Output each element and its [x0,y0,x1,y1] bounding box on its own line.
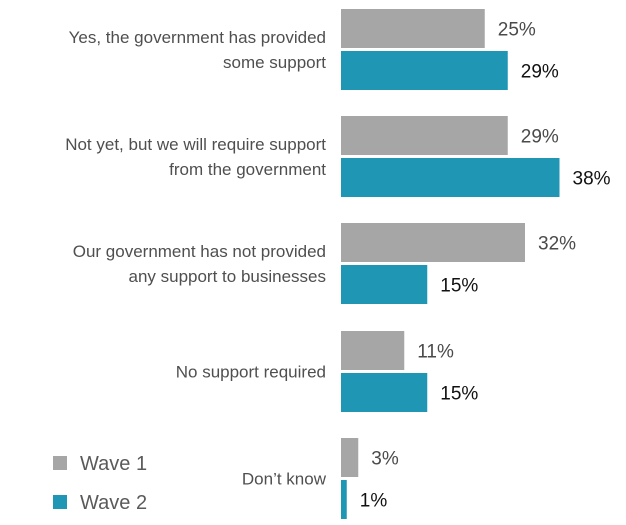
bar-wave-1-our-government-has-not-provided-any-supp [341,223,525,262]
bar-wave-2-no-support-required [341,373,428,412]
bar-wave-1-no-support-required [341,331,405,370]
category-label-line: No support required [176,363,326,382]
category-label-our-government-has-not-provided-any-supp: Our government has not provided any suppo… [73,242,326,286]
value-label-wave-1-don-t-know: 3% [371,449,399,470]
value-label-wave-1-yes-the-government-has-provided-some-sup: 25% [498,20,536,41]
value-label-wave-1-our-government-has-not-provided-any-supp: 32% [538,234,576,255]
category-label-line: from the government [169,160,326,179]
bar-wave-2-yes-the-government-has-provided-some-sup [341,51,508,90]
category-label-line: Don’t know [242,470,327,489]
bar-wave-2-not-yet-but-we-will-require-support-from [341,158,560,197]
legend-label-wave-2: Wave 2 [80,492,147,514]
category-label-line: Our government has not provided [73,242,326,261]
bar-wave-2-our-government-has-not-provided-any-supp [341,265,428,304]
category-label-line: Not yet, but we will require support [65,135,326,154]
value-label-wave-1-not-yet-but-we-will-require-support-from: 29% [521,127,559,148]
category-label-yes-the-government-has-provided-some-sup: Yes, the government has provided some sup… [69,28,327,72]
value-label-wave-2-not-yet-but-we-will-require-support-from: 38% [573,169,611,190]
legend-swatch-wave-2 [53,495,67,509]
value-label-wave-2-yes-the-government-has-provided-some-sup: 29% [521,62,559,83]
labels-layer: 25% 29% Yes, the government has provided so… [65,20,610,512]
bar-wave-2-don-t-know [341,480,347,519]
category-label-line: some support [223,53,326,72]
bar-wave-1-not-yet-but-we-will-require-support-from [341,116,508,155]
category-label-not-yet-but-we-will-require-support-from: Not yet, but we will require support from… [65,135,326,179]
bar-wave-1-yes-the-government-has-provided-some-sup [341,9,485,48]
value-label-wave-2-don-t-know: 1% [360,491,388,512]
legend-swatch-wave-1 [53,456,67,470]
category-label-line: Yes, the government has provided [69,28,326,47]
category-label-don-t-know: Don’t know [242,470,327,489]
legend-label-wave-1: Wave 1 [80,453,147,475]
value-label-wave-2-our-government-has-not-provided-any-supp: 15% [440,276,478,297]
value-label-wave-2-no-support-required: 15% [440,384,478,405]
value-label-wave-1-no-support-required: 11% [417,342,454,363]
category-label-no-support-required: No support required [176,363,326,382]
bars-layer [341,9,560,519]
category-label-line: any support to businesses [128,267,326,286]
legend: Wave 1 Wave 2 [53,453,147,514]
bar-wave-1-don-t-know [341,438,359,477]
